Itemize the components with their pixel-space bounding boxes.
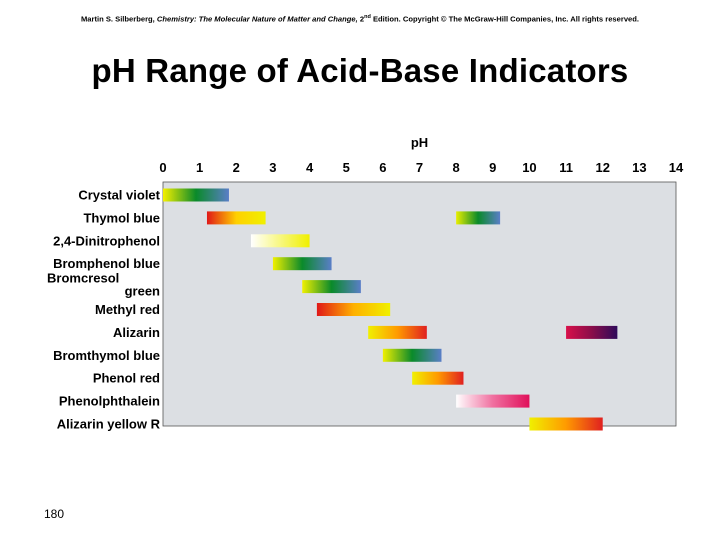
indicator-range-bar <box>206 211 266 225</box>
ph-tick-label: 12 <box>595 160 609 175</box>
ph-tick-label: 2 <box>233 160 240 175</box>
indicator-label: Phenolphthalein <box>59 394 160 409</box>
page-number: 180 <box>44 507 65 521</box>
credit-book-title: Chemistry: The Molecular Nature of Matte… <box>156 14 358 24</box>
ph-tick-label: 7 <box>416 160 423 175</box>
credit-edition-number: 2 <box>357 14 365 24</box>
indicator-label: Bromphenol blue <box>53 256 160 271</box>
indicator-label: Alizarin <box>113 325 160 340</box>
indicator-label: Thymol blue <box>83 210 160 225</box>
indicator-bars <box>163 188 618 431</box>
indicator-label: green <box>125 284 160 299</box>
indicator-range-bar <box>412 371 464 385</box>
indicator-range-bar <box>250 234 310 248</box>
credit-author: Martin S. Silberberg, <box>80 14 157 24</box>
indicator-label: Bromcresol <box>47 271 119 286</box>
indicator-label: Crystal violet <box>78 188 160 203</box>
indicator-range-bar <box>316 303 391 316</box>
indicator-range-bar <box>302 280 361 294</box>
credit-rest: Edition. Copyright © The McGraw-Hill Com… <box>370 14 640 24</box>
indicator-labels: Crystal violet Thymol blue 2,4-Dinitrophen… <box>47 188 161 432</box>
ph-tick-label: 4 <box>306 160 314 175</box>
slide-title: pH Range of Acid-Base Indicators <box>91 52 629 89</box>
ph-tick-label: 9 <box>489 160 496 175</box>
indicator-range-bar <box>368 325 427 339</box>
ph-tick-label: 11 <box>559 160 573 175</box>
ph-tick-label: 10 <box>522 160 536 175</box>
indicator-range-bar <box>163 188 229 202</box>
indicator-range-bar <box>456 394 530 408</box>
ph-tick-label: 6 <box>379 160 386 175</box>
indicator-range-bar <box>272 257 332 271</box>
ph-tick-label: 1 <box>196 160 203 175</box>
indicator-label: Bromthymol blue <box>53 348 160 363</box>
ph-tick-label: 14 <box>669 160 684 175</box>
indicator-label: Methyl red <box>95 302 160 317</box>
ph-tick-label: 8 <box>453 160 460 175</box>
indicator-label: Alizarin yellow R <box>57 417 161 432</box>
ph-tick-label: 0 <box>159 160 166 175</box>
ph-tick-labels: 0 1 2 3 4 5 6 7 8 9 10 11 12 13 14 <box>159 160 684 175</box>
ph-tick-label: 5 <box>343 160 350 175</box>
indicator-label: Phenol red <box>93 371 160 386</box>
indicator-range-bar <box>566 325 618 339</box>
ph-tick-label: 3 <box>269 160 276 175</box>
indicator-label: 2,4-Dinitrophenol <box>53 233 160 248</box>
indicator-range-bar <box>529 417 603 431</box>
copyright-credit: Martin S. Silberberg, Chemistry: The Mol… <box>0 14 720 24</box>
indicator-range-bar <box>456 211 501 225</box>
credit-edition-suffix: nd <box>364 14 371 20</box>
indicator-range-bar <box>382 348 442 362</box>
ph-tick-label: 13 <box>632 160 646 175</box>
x-axis-title: pH <box>411 135 428 150</box>
